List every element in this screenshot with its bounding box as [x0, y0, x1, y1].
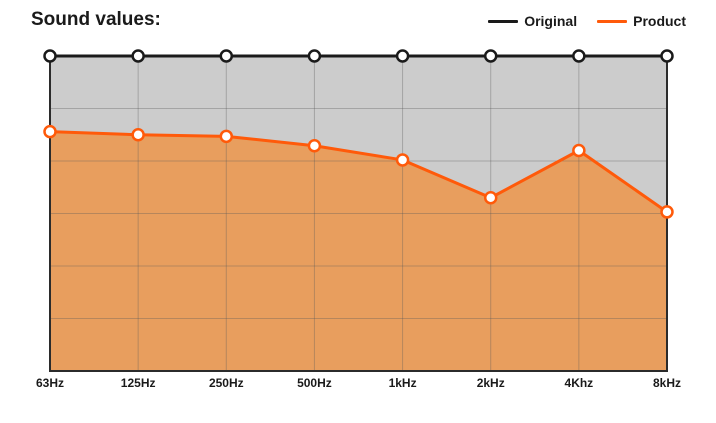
data-point-product	[572, 143, 586, 158]
data-point-original	[395, 49, 410, 63]
data-point-original	[307, 49, 322, 63]
x-tick-label: 125Hz	[121, 376, 156, 390]
x-tick-label: 2kHz	[477, 376, 505, 390]
legend-label-original: Original	[524, 13, 578, 29]
x-tick-label: 1kHz	[389, 376, 417, 390]
data-point-original	[43, 49, 57, 63]
data-point-original	[660, 49, 674, 63]
x-tick-label: 63Hz	[36, 376, 64, 390]
legend-item-product: Product	[597, 13, 686, 29]
data-point-original	[131, 49, 145, 63]
data-point-original	[572, 49, 586, 63]
data-point-product	[131, 128, 145, 142]
legend: Original Product	[488, 13, 686, 29]
area-product	[50, 131, 667, 371]
legend-label-product: Product	[633, 13, 686, 29]
legend-swatch-original	[488, 19, 519, 23]
data-point-product	[307, 139, 322, 153]
series-line-product	[49, 130, 668, 214]
data-point-product	[483, 191, 498, 205]
data-point-original	[483, 49, 498, 63]
data-point-original	[219, 49, 234, 63]
x-tick-label: 250Hz	[209, 376, 244, 390]
chart-title: Sound values:	[31, 9, 161, 30]
legend-swatch-product	[597, 19, 628, 23]
data-point-product	[395, 153, 410, 167]
data-point-product	[660, 205, 674, 219]
x-tick-label: 4Khz	[565, 376, 594, 390]
x-tick-label: 8kHz	[653, 376, 681, 390]
data-point-product	[43, 124, 57, 139]
legend-item-original: Original	[488, 13, 577, 29]
data-point-product	[219, 129, 234, 144]
x-tick-label: 500Hz	[297, 376, 332, 390]
